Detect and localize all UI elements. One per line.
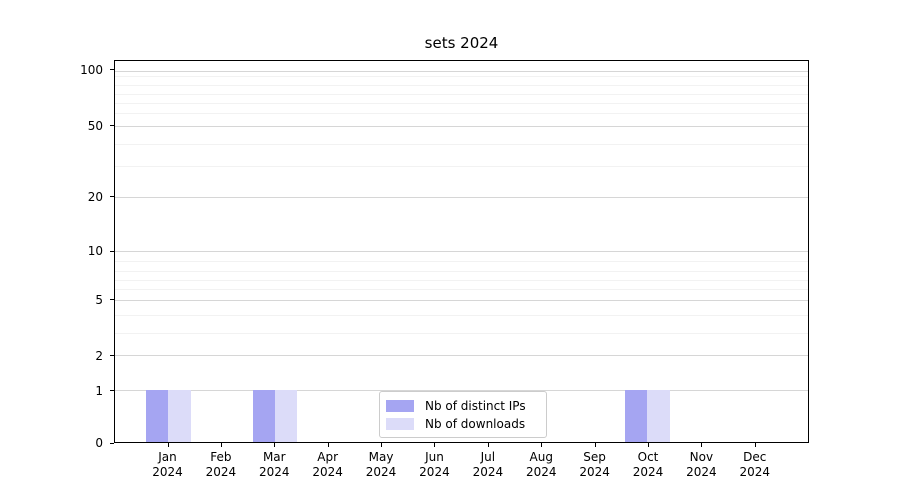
x-axis-tick-label: Mar 2024 bbox=[259, 450, 290, 479]
gridline-major bbox=[115, 389, 808, 391]
y-axis-tick-label: 5 bbox=[95, 292, 103, 307]
x-axis-tick-mark bbox=[754, 443, 756, 447]
x-axis-tick-mark bbox=[167, 443, 169, 447]
gridline-major bbox=[115, 299, 808, 301]
legend-label-downloads: Nb of downloads bbox=[425, 416, 526, 431]
gridline-minor bbox=[115, 260, 808, 262]
bar-segment bbox=[625, 389, 648, 442]
y-axis-tick-label: 20 bbox=[87, 189, 103, 204]
x-axis-tick-label: Aug 2024 bbox=[525, 450, 557, 479]
gridline-minor bbox=[115, 143, 808, 145]
gridline-minor bbox=[115, 314, 808, 316]
bar-segment bbox=[274, 389, 298, 442]
y-axis-tick-label: 1 bbox=[95, 383, 103, 398]
legend-swatch-distinct-ips bbox=[386, 399, 414, 412]
gridline-major bbox=[115, 196, 808, 198]
bar-segment bbox=[647, 389, 670, 442]
y-axis-tick-mark bbox=[110, 442, 114, 444]
gridline-minor bbox=[115, 93, 808, 95]
y-axis-tick-label: 0 bbox=[95, 436, 103, 450]
x-axis-tick-label: Sep 2024 bbox=[579, 450, 610, 479]
legend-entry: Nb of distinct IPs bbox=[386, 399, 538, 413]
bar-segment bbox=[146, 389, 169, 442]
x-axis-tick-label: Nov 2024 bbox=[686, 450, 717, 479]
x-axis-tick-mark bbox=[274, 443, 276, 447]
gridline-major bbox=[115, 126, 808, 128]
y-axis-tick-mark bbox=[110, 69, 114, 71]
x-axis-tick-mark bbox=[701, 443, 703, 447]
x-axis-tick-mark bbox=[541, 443, 543, 447]
legend-swatch-downloads bbox=[386, 417, 414, 430]
y-axis-tick-mark bbox=[110, 125, 114, 127]
y-axis-tick-mark bbox=[110, 355, 114, 357]
x-axis-tick-label: Oct 2024 bbox=[632, 450, 664, 479]
x-axis-tick-label: Feb 2024 bbox=[205, 450, 237, 479]
x-axis-tick-mark bbox=[220, 443, 222, 447]
plot-area: Nb of distinct IPs Nb of downloads bbox=[114, 60, 809, 443]
legend-label-distinct-ips: Nb of distinct IPs bbox=[425, 398, 526, 413]
gridline-minor bbox=[115, 289, 808, 291]
y-axis-tick-mark bbox=[110, 196, 114, 198]
gridline-minor bbox=[115, 270, 808, 272]
gridline-minor bbox=[115, 166, 808, 168]
x-axis-tick-label: Apr 2024 bbox=[312, 450, 343, 479]
x-axis-tick-mark bbox=[648, 443, 649, 447]
y-axis-tick-label: 50 bbox=[87, 118, 103, 133]
x-axis-tick-mark bbox=[434, 443, 436, 447]
x-axis-tick-label: Jul 2024 bbox=[472, 450, 504, 479]
gridline-major bbox=[115, 70, 808, 72]
legend-entry: Nb of downloads bbox=[386, 417, 538, 431]
y-axis-tick-label: 100 bbox=[80, 62, 103, 77]
gridline-major bbox=[115, 251, 808, 252]
y-axis-tick-label: 10 bbox=[87, 244, 103, 258]
gridline-minor bbox=[115, 84, 808, 86]
x-axis-tick-mark bbox=[381, 443, 383, 447]
gridline-minor bbox=[115, 332, 808, 334]
bar-segment bbox=[252, 389, 275, 442]
y-axis-tick-mark bbox=[110, 299, 114, 301]
y-axis-tick-mark bbox=[110, 390, 114, 392]
gridline-minor bbox=[115, 112, 808, 114]
legend: Nb of distinct IPs Nb of downloads bbox=[379, 391, 547, 438]
x-axis-tick-mark bbox=[487, 443, 489, 447]
x-axis-tick-label: Jan 2024 bbox=[152, 450, 183, 479]
x-axis-tick-label: Jun 2024 bbox=[419, 450, 450, 479]
gridline-minor bbox=[115, 75, 808, 77]
y-axis-tick-mark bbox=[110, 250, 114, 252]
gridline-minor bbox=[115, 279, 808, 281]
x-axis-tick-label: Dec 2024 bbox=[739, 450, 771, 479]
chart-title: sets 2024 bbox=[424, 34, 499, 52]
gridline-minor bbox=[115, 102, 808, 104]
x-axis-tick-mark bbox=[327, 443, 329, 447]
x-axis-tick-label: May 2024 bbox=[365, 450, 397, 479]
bar-segment bbox=[168, 389, 191, 442]
x-axis-tick-mark bbox=[594, 443, 596, 447]
y-axis-tick-label: 2 bbox=[95, 348, 103, 363]
gridline-major bbox=[115, 355, 808, 357]
